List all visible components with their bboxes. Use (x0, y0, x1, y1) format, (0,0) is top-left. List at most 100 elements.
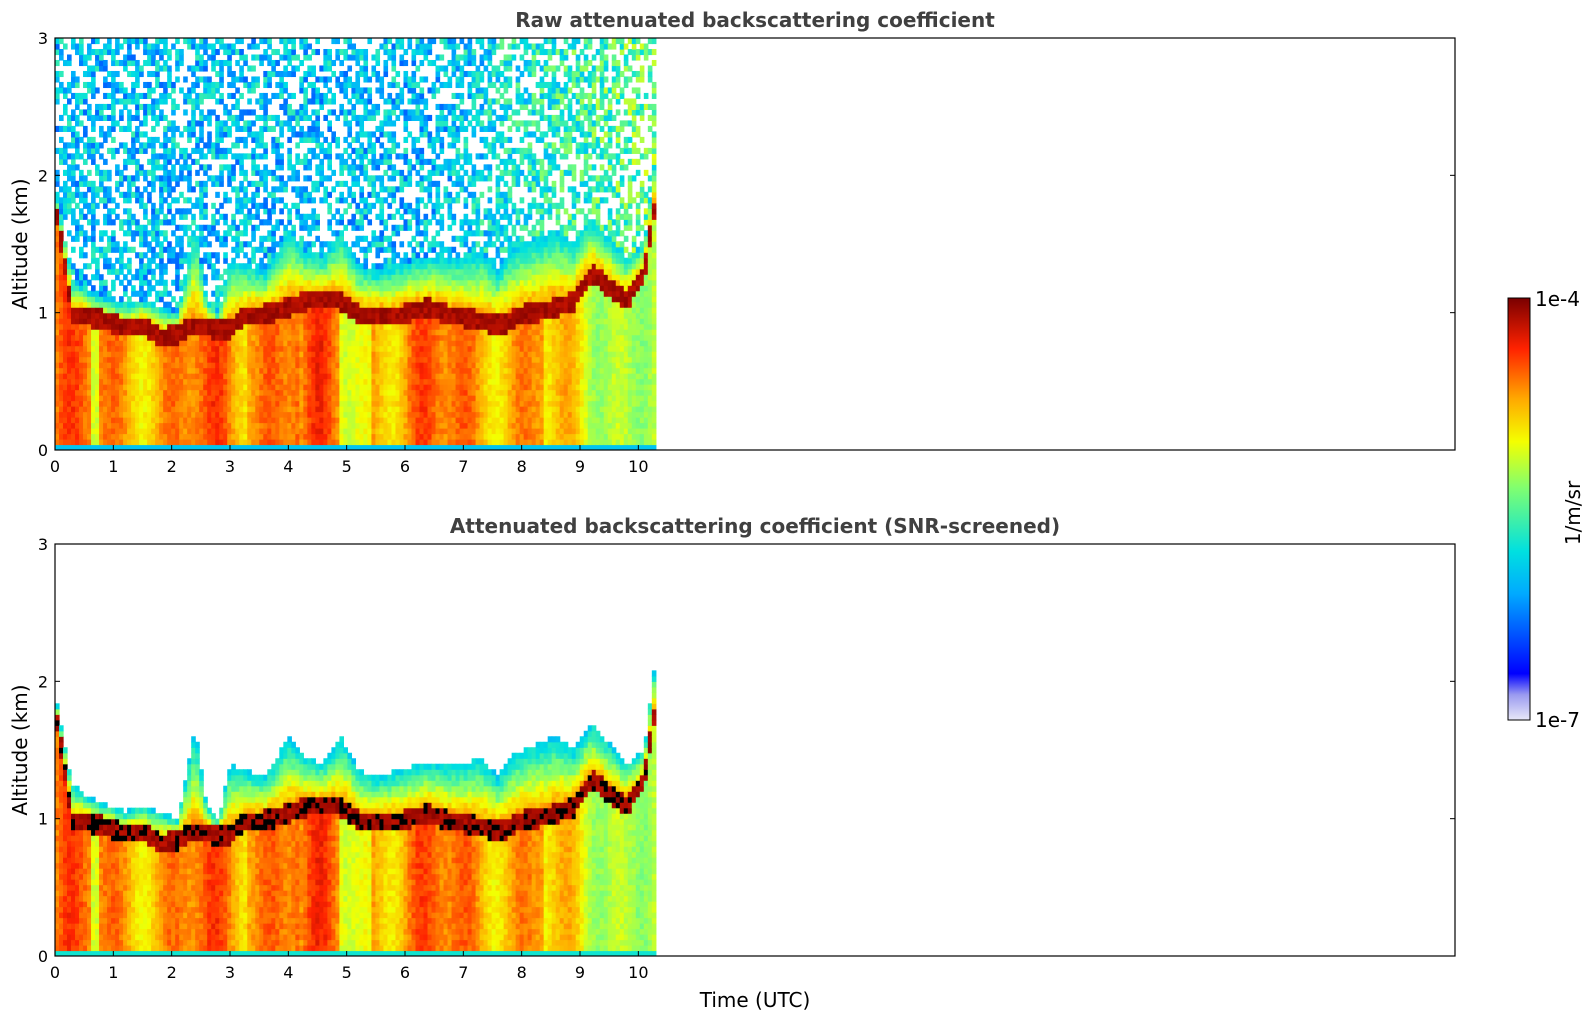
heatmap-cell (395, 301, 401, 308)
heatmap-cell (227, 395, 232, 402)
heatmap-cell (323, 54, 328, 61)
heatmap-cell (379, 351, 385, 358)
heatmap-cell (135, 43, 140, 50)
heatmap-cell (291, 384, 296, 391)
heatmap-cell (319, 246, 324, 253)
heatmap-cell (411, 433, 417, 440)
heatmap-cell (147, 197, 152, 204)
heatmap-cell (407, 175, 413, 182)
heatmap-cell (195, 98, 200, 105)
heatmap-cell (355, 356, 361, 363)
heatmap-cell (311, 109, 316, 116)
heatmap-cell (151, 109, 156, 116)
heatmap-cell (375, 175, 381, 182)
heatmap-cell (183, 356, 188, 363)
heatmap-cell (391, 285, 397, 292)
heatmap-cell (279, 340, 284, 347)
heatmap-cell (195, 340, 200, 347)
heatmap-cell (215, 422, 220, 429)
heatmap-cell (167, 356, 172, 363)
heatmap-cell (303, 186, 308, 193)
heatmap-cell (327, 290, 332, 297)
heatmap-cell (307, 158, 312, 165)
heatmap-cell (83, 318, 88, 325)
heatmap-cell (179, 395, 184, 402)
heatmap-cell (307, 246, 312, 253)
heatmap-cell (355, 235, 361, 242)
heatmap-cell (255, 384, 260, 391)
heatmap-cell (279, 153, 284, 160)
heatmap-cell (143, 411, 148, 418)
heatmap-cell (295, 246, 300, 253)
heatmap-cell (231, 103, 236, 111)
heatmap-cell (343, 290, 349, 297)
heatmap-cell (323, 59, 328, 67)
heatmap-cell (135, 323, 140, 330)
heatmap-cell (187, 345, 192, 352)
heatmap-cell (295, 252, 300, 259)
heatmap-cell (223, 340, 228, 347)
heatmap-cell (263, 81, 268, 89)
heatmap-cell (383, 373, 389, 380)
heatmap-cell (175, 428, 180, 435)
heatmap-cell (351, 158, 357, 165)
heatmap-cell (323, 428, 328, 435)
heatmap-cell (187, 241, 192, 248)
heatmap-cell (163, 290, 168, 297)
heatmap-cell (391, 59, 397, 67)
heatmap-cell (87, 312, 92, 319)
heatmap-cell (171, 345, 176, 352)
heatmap-cell (127, 109, 132, 116)
heatmap-cell (363, 59, 369, 67)
heatmap-cell (263, 263, 268, 270)
heatmap-cell (187, 318, 192, 325)
heatmap-cell (363, 153, 369, 160)
heatmap-cell (355, 224, 361, 231)
heatmap-cell (187, 444, 192, 450)
heatmap-cell (219, 422, 224, 429)
heatmap-cell (383, 169, 389, 176)
heatmap-cell (207, 389, 212, 396)
heatmap-cell (339, 345, 344, 352)
heatmap-cell (315, 373, 320, 380)
heatmap-cell (247, 362, 252, 369)
heatmap-cell (75, 329, 80, 336)
heatmap-cell (159, 373, 164, 380)
heatmap-cell (223, 147, 228, 154)
heatmap-cell (71, 312, 76, 319)
heatmap-cell (243, 312, 248, 319)
heatmap-cell (167, 301, 172, 308)
heatmap-cell (271, 444, 276, 450)
heatmap-cell (391, 362, 397, 369)
heatmap-cell (363, 246, 369, 253)
heatmap-cell (319, 274, 324, 281)
heatmap-cell (119, 43, 124, 50)
heatmap-cell (215, 340, 220, 347)
heatmap-cell (55, 373, 60, 380)
heatmap-cell (271, 417, 276, 424)
heatmap-cell (375, 312, 381, 319)
heatmap-cell (267, 235, 272, 242)
heatmap-cell (139, 70, 144, 78)
heatmap-cell (135, 38, 140, 45)
heatmap-cell (291, 246, 296, 253)
heatmap-cell (63, 43, 68, 50)
heatmap-cell (307, 125, 312, 132)
heatmap-cell (207, 76, 212, 83)
heatmap-cell (147, 400, 152, 407)
heatmap-cell (235, 191, 240, 198)
heatmap-cell (131, 395, 136, 402)
heatmap-cell (303, 279, 308, 286)
heatmap-cell (215, 120, 220, 127)
heatmap-cell (123, 384, 128, 391)
heatmap-cell (211, 312, 216, 319)
heatmap-cell (371, 230, 377, 237)
heatmap-cell (55, 87, 60, 94)
heatmap-cell (187, 285, 192, 292)
heatmap-cell (163, 263, 168, 270)
heatmap-cell (151, 136, 156, 143)
heatmap-cell (343, 340, 349, 347)
heatmap-cell (235, 417, 240, 424)
heatmap-cell (147, 285, 152, 292)
heatmap-cell (315, 120, 320, 127)
